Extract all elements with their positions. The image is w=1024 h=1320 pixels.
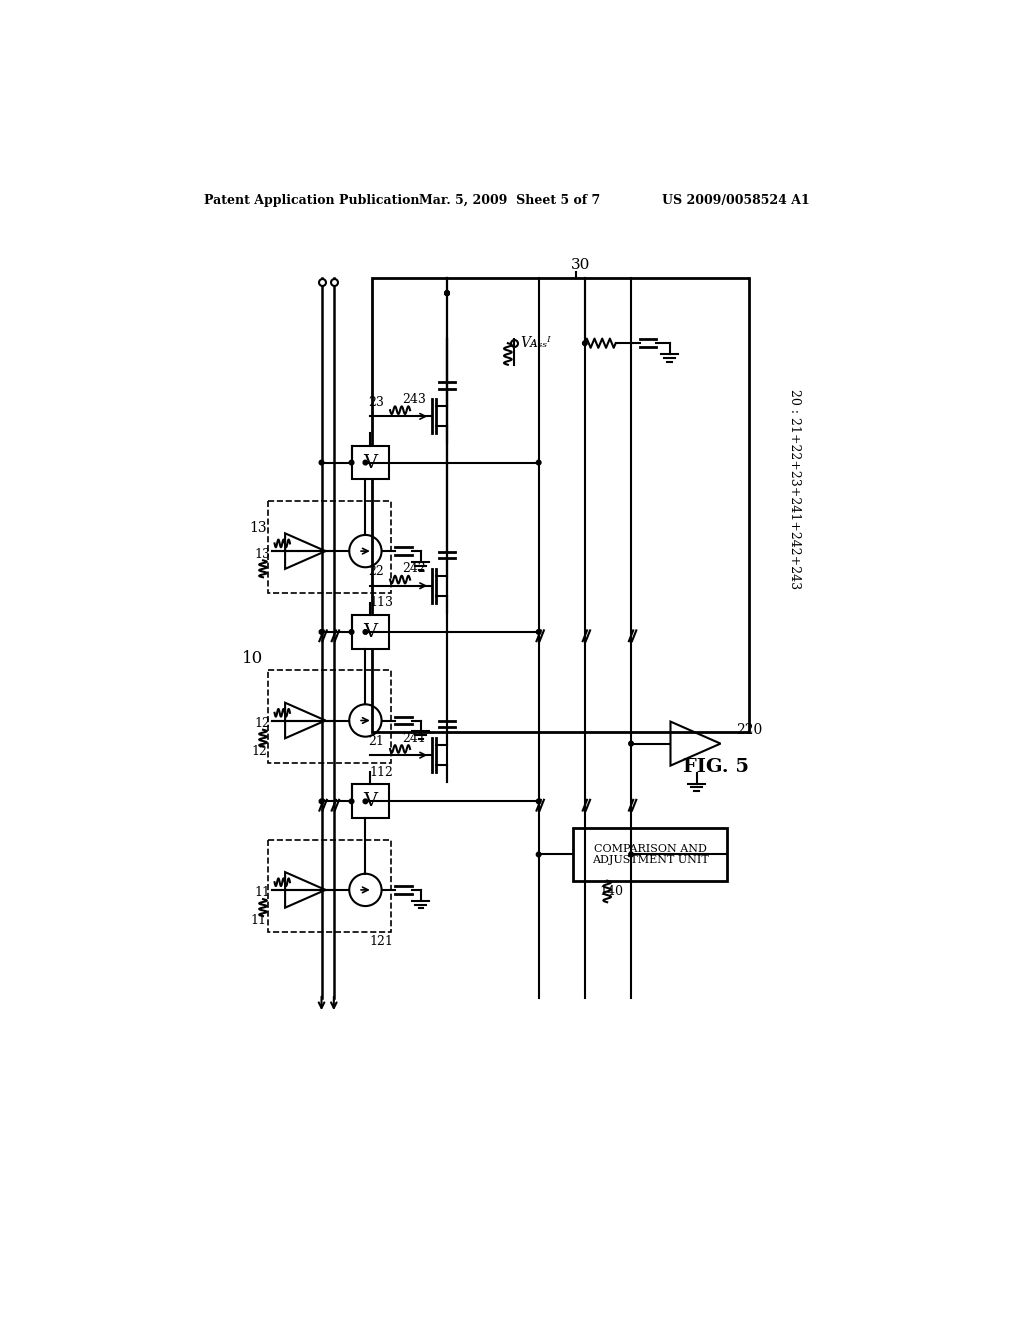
Text: 20 : 21+22+23+241+242+243: 20 : 21+22+23+241+242+243 [787, 389, 801, 590]
Circle shape [537, 630, 541, 635]
Text: Vᴀₛₛᴵ: Vᴀₛₛᴵ [520, 337, 551, 350]
Text: 112: 112 [370, 766, 393, 779]
Circle shape [629, 853, 634, 857]
Text: 243: 243 [402, 393, 426, 407]
Text: Patent Application Publication: Patent Application Publication [204, 194, 419, 207]
Circle shape [364, 461, 368, 465]
Text: 13: 13 [249, 521, 267, 535]
Text: 113: 113 [370, 597, 393, 610]
Text: 140: 140 [600, 884, 624, 898]
Text: 13: 13 [255, 548, 270, 561]
Text: 220: 220 [736, 723, 763, 737]
Circle shape [349, 461, 354, 465]
Circle shape [444, 290, 450, 296]
Bar [351, 446, 388, 479]
Text: V: V [362, 454, 377, 471]
Circle shape [319, 799, 324, 804]
Text: 21: 21 [368, 735, 384, 748]
Circle shape [319, 461, 324, 465]
Circle shape [444, 290, 450, 296]
Circle shape [319, 630, 324, 635]
Bar [267, 502, 391, 594]
Text: V: V [362, 792, 377, 810]
Text: 30: 30 [571, 259, 591, 272]
Circle shape [364, 799, 368, 804]
Circle shape [537, 799, 541, 804]
Text: 121: 121 [370, 935, 393, 948]
Bar [267, 671, 391, 763]
Text: 10: 10 [242, 651, 263, 668]
Bar [267, 840, 391, 932]
Circle shape [629, 742, 634, 746]
Bar [372, 277, 749, 733]
Circle shape [583, 341, 587, 346]
Text: 11: 11 [251, 915, 267, 927]
Text: 22: 22 [369, 565, 384, 578]
Circle shape [349, 799, 354, 804]
Text: FIG. 5: FIG. 5 [683, 758, 749, 776]
Bar [351, 615, 388, 649]
Bar [351, 784, 388, 818]
Text: US 2009/0058524 A1: US 2009/0058524 A1 [662, 194, 810, 207]
Text: 242: 242 [402, 562, 426, 576]
Circle shape [537, 461, 541, 465]
Circle shape [444, 290, 450, 296]
Text: V: V [362, 623, 377, 642]
Text: COMPARISON AND
ADJUSTMENT UNIT: COMPARISON AND ADJUSTMENT UNIT [592, 843, 709, 866]
Text: 23: 23 [368, 396, 384, 409]
Bar [573, 829, 727, 880]
Text: 241: 241 [402, 731, 426, 744]
Text: 11: 11 [255, 887, 270, 899]
Text: 12: 12 [251, 744, 267, 758]
Circle shape [537, 853, 541, 857]
Circle shape [349, 630, 354, 635]
Circle shape [364, 630, 368, 635]
Text: 12: 12 [255, 717, 270, 730]
Text: Mar. 5, 2009  Sheet 5 of 7: Mar. 5, 2009 Sheet 5 of 7 [419, 194, 600, 207]
